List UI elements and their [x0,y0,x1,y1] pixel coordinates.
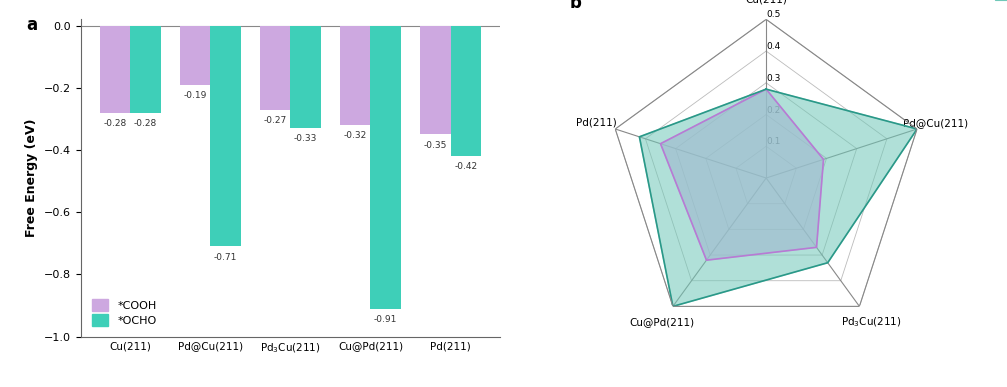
Bar [100,26,130,113]
Bar [450,26,481,156]
Bar [290,26,321,128]
Legend: *COOH, *OCHO: *COOH, *OCHO [991,0,1007,4]
Polygon shape [639,89,917,307]
Text: -0.27: -0.27 [264,116,287,125]
Text: -0.71: -0.71 [213,253,237,262]
Bar [210,26,241,247]
Text: -0.33: -0.33 [294,134,317,144]
Text: b: b [569,0,581,12]
Bar [260,26,290,110]
Polygon shape [661,89,824,260]
Bar [130,26,160,113]
Text: -0.42: -0.42 [454,163,477,171]
Text: -0.28: -0.28 [104,119,127,128]
Text: -0.35: -0.35 [424,141,447,150]
Text: -0.91: -0.91 [374,315,398,324]
Bar [340,26,371,125]
Bar [180,26,210,85]
Text: -0.19: -0.19 [183,91,206,100]
Legend: *COOH, *OCHO: *COOH, *OCHO [87,294,162,331]
Text: -0.28: -0.28 [134,119,157,128]
Bar [371,26,401,309]
Text: -0.32: -0.32 [343,131,367,140]
Y-axis label: Free Energy (eV): Free Energy (eV) [25,119,38,237]
Text: a: a [26,16,37,34]
Bar [420,26,450,134]
